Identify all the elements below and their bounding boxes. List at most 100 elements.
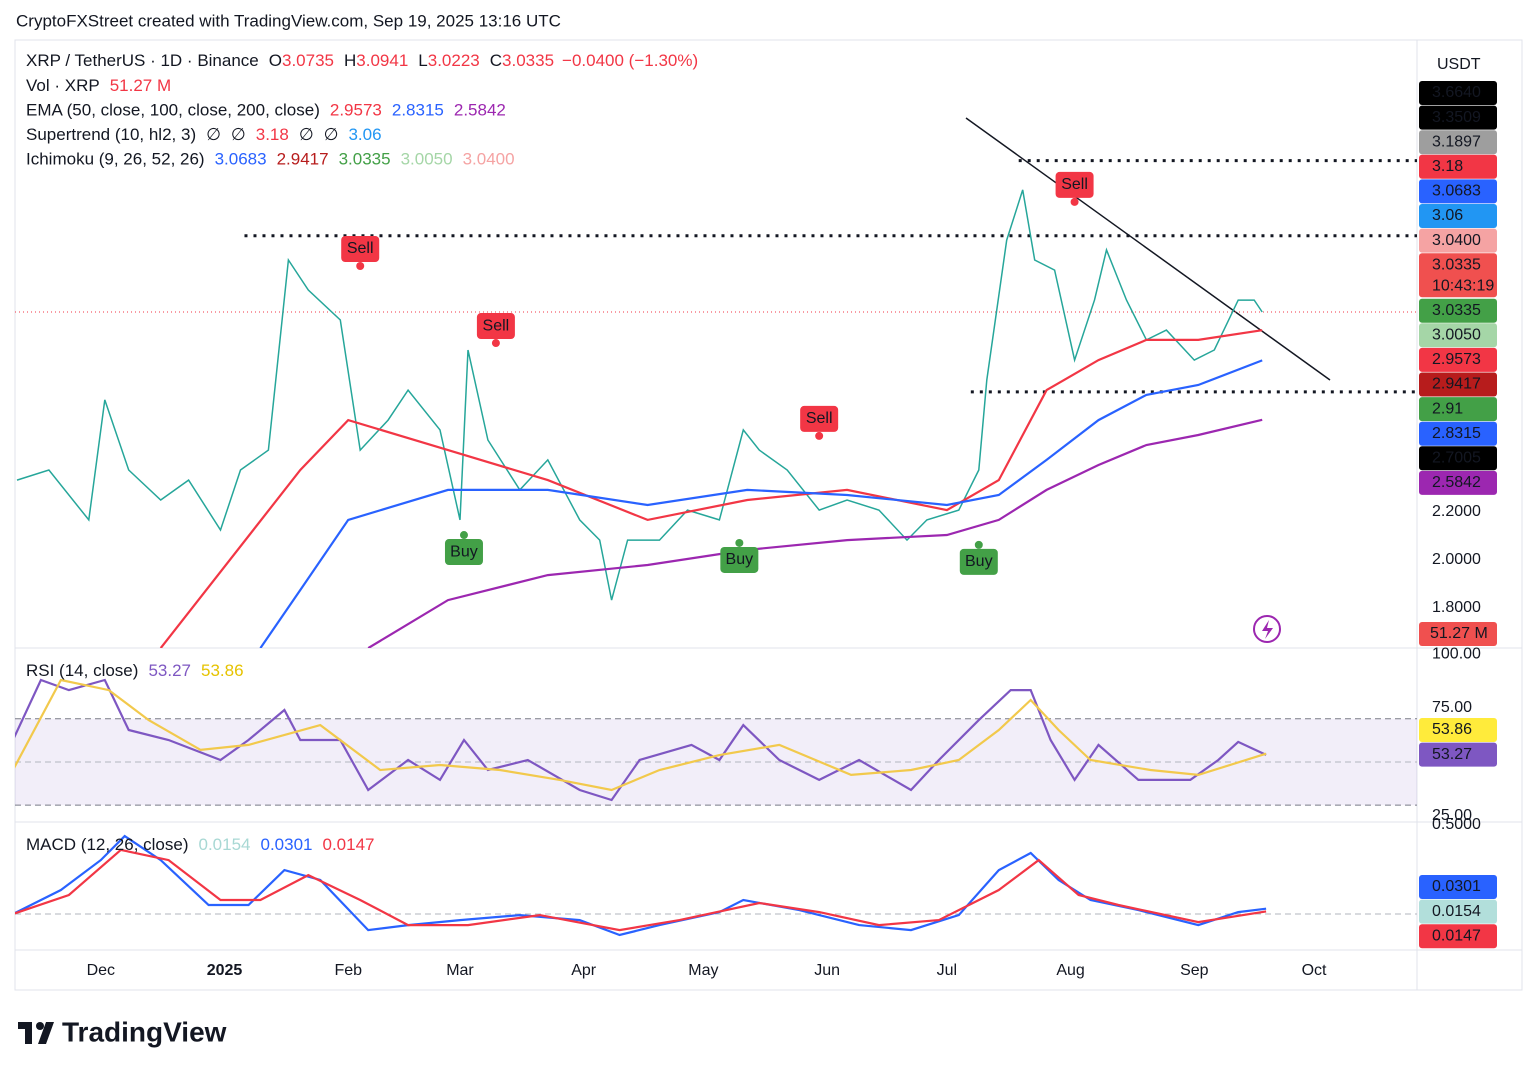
series-line <box>367 418 1263 648</box>
logo-text: TradingView <box>62 1016 227 1047</box>
signal-label: Buy <box>965 553 993 570</box>
x-tick-label: Sep <box>1180 962 1209 979</box>
legend-row: EMA (50, close, 100, close, 200, close) 2… <box>26 101 506 120</box>
price-badge-label: 3.06 <box>1432 207 1463 224</box>
symbol-title: XRP / TetherUS · 1D · Binance <box>26 51 259 70</box>
pane: Sell Sell Sell Sell Buy Buy Buy <box>15 159 1417 648</box>
indicator-readout: ∅ <box>206 125 221 144</box>
indicator-readout: 3.18 <box>256 125 289 144</box>
indicator-name: Vol · XRP <box>26 76 100 95</box>
indicator-readout: 2.9573 <box>330 101 382 120</box>
legend-row: XRP / TetherUS · 1D · Binance O3.0735 H3.0… <box>26 51 698 70</box>
price-badge-label: 0.0154 <box>1432 903 1481 920</box>
price-change: −0.0400 (−1.30%) <box>562 51 698 70</box>
price-badge-label: 53.86 <box>1432 721 1472 738</box>
price-badge <box>1419 228 1497 253</box>
trend-line <box>965 117 1331 381</box>
indicator-readout: 0.0301 <box>261 835 313 854</box>
indicator-name: MACD (12, 26, close) <box>26 835 189 854</box>
indicator-readout: 2.5842 <box>454 101 506 120</box>
x-tick-label: Feb <box>334 962 362 979</box>
price-badge <box>1419 81 1497 105</box>
signal-point <box>356 262 365 271</box>
signal-point <box>491 339 500 348</box>
price-badge <box>1419 742 1497 767</box>
indicator-readout: ∅ <box>299 125 314 144</box>
indicator-name: Ichimoku (9, 26, 52, 26) <box>26 150 205 169</box>
attribution: CryptoFXStreet created with TradingView.… <box>16 11 561 30</box>
x-tick-label: Aug <box>1056 962 1084 979</box>
indicator-readout: 53.27 <box>148 661 191 680</box>
price-badge-label: 2.9573 <box>1432 351 1481 368</box>
x-tick-label: Apr <box>571 962 597 979</box>
ohlc-label: H <box>344 51 356 70</box>
signal-box <box>476 313 515 340</box>
indicator-readout: 2.9417 <box>277 150 329 169</box>
indicator-readout: 3.06 <box>348 125 381 144</box>
price-badge <box>1419 470 1497 495</box>
price-badge <box>1419 924 1497 949</box>
price-badge-countdown: 10:43:19 <box>1432 277 1494 294</box>
price-badge-label: 3.18 <box>1432 158 1463 175</box>
series-line <box>259 359 1263 648</box>
x-tick-label: Jun <box>814 962 840 979</box>
price-badge-label: 2.9417 <box>1432 376 1481 393</box>
indicator-readout: 3.0335 <box>339 150 391 169</box>
signal-point <box>459 531 468 540</box>
price-badge-label: 3.6640 <box>1432 84 1481 101</box>
x-tick-label: Jul <box>937 962 957 979</box>
price-badge <box>1419 130 1497 155</box>
volume-badge-label: 51.27 M <box>1430 625 1488 642</box>
ohlc-value: 3.0223 <box>428 51 480 70</box>
indicator-readout: ∅ <box>231 125 246 144</box>
price-badge <box>1419 154 1497 179</box>
currency-label: USDT <box>1437 56 1481 73</box>
signal-label: Sell <box>806 410 833 427</box>
price-badge <box>1419 253 1497 298</box>
price-badge <box>1419 397 1497 422</box>
legend-row: Vol · XRP 51.27 M <box>26 76 171 95</box>
logo: TradingView <box>18 1016 227 1047</box>
series-line <box>15 678 1267 802</box>
x-tick-label: Dec <box>87 962 115 979</box>
price-badge-label: 3.1897 <box>1432 133 1481 150</box>
x-tick-label: Mar <box>446 962 474 979</box>
y-tick-label: 2.2000 <box>1432 503 1481 520</box>
legend-row: Ichimoku (9, 26, 52, 26) 3.0683 2.9417 3.03… <box>26 150 515 169</box>
logo-icon <box>18 1022 54 1044</box>
price-badge <box>1419 105 1497 130</box>
signal-point <box>1070 197 1079 206</box>
y-tick-label: 2.0000 <box>1432 551 1481 568</box>
price-badge <box>1419 718 1497 742</box>
ohlc-value: 3.0735 <box>282 51 334 70</box>
ohlc-label: O <box>269 51 282 70</box>
price-badge-label: 53.27 <box>1432 746 1472 763</box>
ohlc-value: 3.0941 <box>356 51 408 70</box>
y-tick-label: 0.5000 <box>1432 816 1481 833</box>
signal-label: Sell <box>1061 176 1088 193</box>
indicator-readout: 3.0683 <box>215 150 267 169</box>
price-badge-label: 2.7005 <box>1432 450 1481 467</box>
series-line <box>16 189 1263 601</box>
price-badge-label: 2.5842 <box>1432 474 1481 491</box>
price-badge <box>1419 421 1497 446</box>
signal-label: Sell <box>347 240 374 257</box>
price-badge-label: 3.0335 <box>1432 302 1481 319</box>
price-badge <box>1419 372 1497 397</box>
indicator-readout: 3.0400 <box>463 150 515 169</box>
x-tick-label: Oct <box>1302 962 1327 979</box>
price-badge-label: 0.0147 <box>1432 927 1481 944</box>
indicator-name: EMA (50, close, 100, close, 200, close) <box>26 101 320 120</box>
y-tick-label: 25.00 <box>1432 807 1472 824</box>
indicator-readout: 2.8315 <box>392 101 444 120</box>
price-badge-label: 2.91 <box>1432 400 1463 417</box>
alert-icon[interactable] <box>1253 615 1281 643</box>
ohlc-value: 3.0335 <box>502 51 554 70</box>
signal-box <box>720 546 759 573</box>
ohlc-label: L <box>418 51 427 70</box>
price-badge <box>1419 298 1497 323</box>
y-tick-label: 75.00 <box>1432 699 1472 716</box>
price-badge-label: 3.0683 <box>1432 183 1481 200</box>
indicator-readout: 53.86 <box>201 661 244 680</box>
